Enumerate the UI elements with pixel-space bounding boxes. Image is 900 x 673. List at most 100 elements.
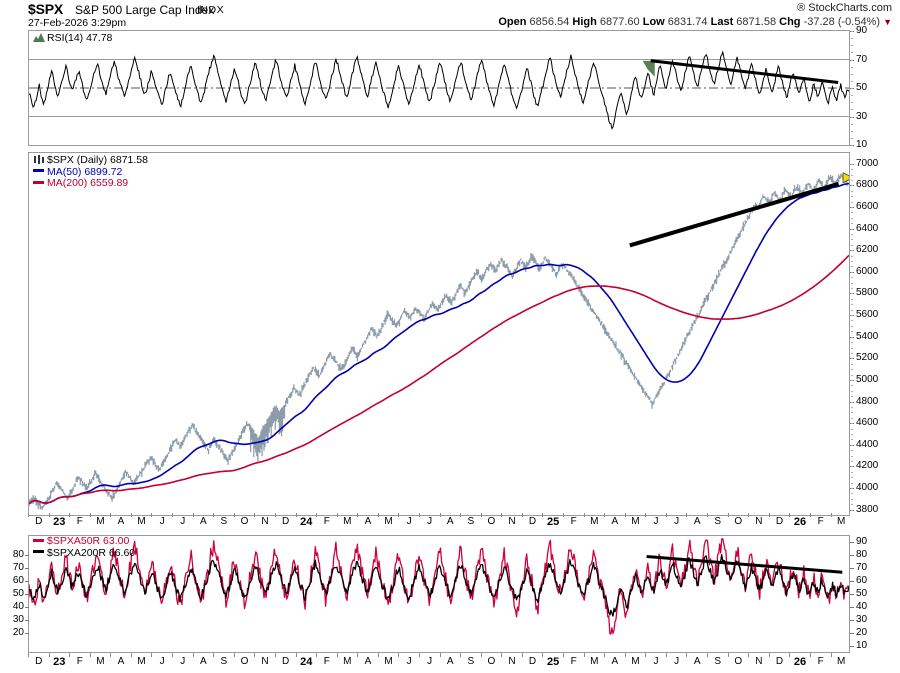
price-y-minor-tick [851,174,853,176]
price-y-minor-tick [851,212,853,214]
rsi-y-minor-tick [851,45,853,47]
x-axis-month-label: S [220,656,228,667]
price-y-minor-tick [851,298,853,300]
price-y-minor-tick [851,493,853,495]
last-value: 6871.58 [736,16,777,28]
x-axis-tick [418,513,420,517]
x-axis-month-label: J [180,656,186,667]
a200r-legend-text: $SPXA200R 66.60 [47,546,136,559]
last-label: Last [710,16,734,28]
rsi-y-tick-label: 90 [856,25,868,36]
price-y-tick-label: 7000 [856,157,879,169]
x-axis-month-label: F [323,516,330,527]
open-value: 6856.54 [529,16,570,28]
breadth-y-tick-label-left: 60 [12,575,24,587]
x-axis-month-label: J [653,656,659,667]
price-y-minor-tick [851,487,853,489]
x-axis-year-label: 23 [53,656,66,668]
x-axis-month-label: N [508,656,516,667]
x-axis-tick [645,653,647,657]
rsi-y-minor-tick [851,130,853,132]
rsi-y-minor-tick [851,38,853,40]
breadth-y-tick-label-left: 70 [12,562,24,574]
x-axis-month-label: S [467,516,475,527]
price-y-minor-tick [851,390,853,392]
x-axis-tick [645,513,647,517]
price-y-tick-label: 4600 [856,417,879,429]
price-y-minor-tick [851,471,853,473]
price-y-minor-tick [851,288,853,290]
price-y-minor-tick [851,417,853,419]
x-axis-year-label: 24 [300,516,313,528]
x-axis-tick [583,653,585,657]
x-axis-tick [501,653,503,657]
price-y-tick-label: 3800 [856,503,879,515]
price-y-minor-tick [851,217,853,219]
breadth-y-tick-label-right: 80 [856,549,868,561]
x-axis-month-label: D [282,656,290,667]
x-axis-tick [563,653,564,657]
a50r-legend-text: $SPXA50R 63.00 [47,535,130,547]
price-y-tick-label: 4000 [856,481,879,493]
price-y-minor-tick [851,369,853,371]
x-axis-month-label: M [631,516,640,527]
price-y-minor-tick [851,358,853,360]
x-axis-month-label: M [343,516,352,527]
rsi-y-minor-tick [851,59,853,61]
breadth-y-tick-right [850,542,854,544]
breadth-y-tick-left [25,606,29,608]
price-y-minor-tick [851,266,853,268]
price-y-minor-tick [851,185,853,187]
price-y-tick-label: 5600 [856,309,879,321]
x-axis-month-label: M [590,656,599,667]
rsi-legend: RSI(14) 47.78 [33,32,112,45]
x-axis-month-label: F [76,516,83,527]
price-y-minor-tick [851,352,853,354]
chart-timestamp: 27-Feb-2026 3:29pm [28,17,127,29]
x-axis-tick [542,513,544,517]
x-axis-year-label: 24 [300,656,313,668]
x-axis-month-label: J [674,656,680,667]
rsi-y-minor-tick [851,52,853,54]
x-axis-tick [624,653,626,657]
x-axis-month-label: M [96,516,105,527]
x-axis-month-label: A [364,656,372,667]
price-legend-row: $SPX (Daily) 6871.58 [33,154,148,167]
breadth-y-tick-label-right: 30 [856,613,868,625]
price-y-tick-label: 6600 [856,201,879,213]
x-axis-month-label: A [611,516,619,527]
breadth-y-tick-right [850,594,854,595]
x-axis-month-label: F [570,516,577,527]
x-axis-month-label: O [734,656,743,667]
price-legend: $SPX (Daily) 6871.58 MA(50) 6899.72 MA(2… [33,154,148,190]
price-y-minor-tick [851,396,853,398]
x-axis-tick [28,513,29,517]
x-axis-month-label: A [199,516,207,527]
x-axis-month-label: S [220,516,228,527]
x-axis-month-label: S [714,656,722,667]
price-y-tick-label: 4200 [856,460,879,472]
price-y-minor-tick [851,342,853,344]
ma50-legend-text: MA(50) 6899.72 [47,165,123,178]
x-axis-month-label: M [837,656,846,667]
x-axis-month-label: A [693,656,701,667]
x-axis-month-label: F [323,656,330,667]
x-axis-tick [789,513,791,517]
x-axis-tick [316,653,318,657]
breadth-y-tick-left [25,619,29,621]
a200r-legend-row: $SPXA200R 66.60 [33,546,136,560]
open-label: Open [498,16,527,28]
x-axis-tick [830,653,832,657]
price-y-minor-tick [851,293,853,295]
x-axis-month-label: A [611,656,619,667]
x-axis-month-label: N [261,656,269,667]
x-axis-tick [748,653,750,657]
x-axis-month-label: S [467,656,475,667]
price-y-minor-tick [851,331,853,333]
x-axis-tick [727,653,729,657]
x-axis-month-label: J [427,516,433,527]
x-axis-year-label: 25 [547,656,560,668]
price-y-tick-label: 4400 [856,438,879,450]
x-axis-tick [130,653,132,657]
rsi-indicator-icon [33,33,45,42]
